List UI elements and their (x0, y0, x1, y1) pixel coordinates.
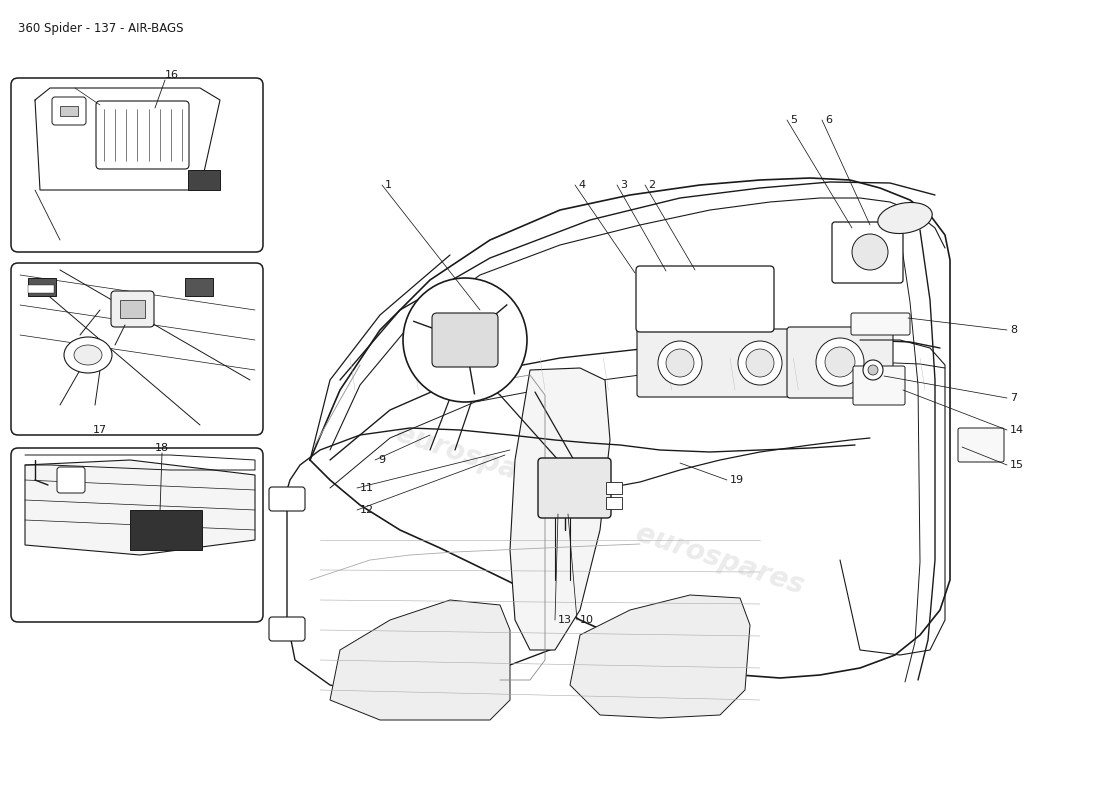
Circle shape (738, 341, 782, 385)
Text: eurospares: eurospares (632, 519, 807, 601)
FancyBboxPatch shape (832, 222, 903, 283)
FancyBboxPatch shape (11, 263, 263, 435)
FancyBboxPatch shape (851, 313, 910, 335)
FancyBboxPatch shape (852, 366, 905, 405)
Text: 9: 9 (378, 455, 385, 465)
Circle shape (868, 365, 878, 375)
Circle shape (658, 341, 702, 385)
FancyBboxPatch shape (606, 497, 621, 509)
Polygon shape (25, 460, 255, 555)
Text: 360 Spider - 137 - AIR-BAGS: 360 Spider - 137 - AIR-BAGS (18, 22, 184, 35)
Circle shape (852, 234, 888, 270)
Text: 7: 7 (1010, 393, 1018, 403)
Circle shape (441, 317, 488, 363)
FancyBboxPatch shape (111, 291, 154, 327)
FancyBboxPatch shape (270, 617, 305, 641)
Bar (130, 510, 202, 550)
Circle shape (553, 468, 578, 492)
Circle shape (825, 347, 855, 377)
Text: 11: 11 (360, 483, 374, 493)
Text: 13: 13 (558, 615, 572, 625)
Text: 1: 1 (385, 180, 392, 190)
Text: 18: 18 (155, 443, 169, 453)
Circle shape (816, 338, 864, 386)
Text: 8: 8 (1010, 325, 1018, 335)
Polygon shape (510, 368, 610, 650)
Circle shape (403, 278, 527, 402)
FancyBboxPatch shape (11, 78, 263, 252)
Text: 12: 12 (360, 505, 374, 515)
Bar (28, 278, 56, 296)
Text: 16: 16 (165, 70, 179, 80)
Polygon shape (570, 595, 750, 718)
Bar (60, 106, 78, 116)
FancyBboxPatch shape (57, 467, 85, 493)
Text: 19: 19 (730, 475, 744, 485)
Ellipse shape (878, 202, 932, 234)
FancyBboxPatch shape (538, 458, 610, 518)
FancyBboxPatch shape (11, 448, 263, 622)
FancyBboxPatch shape (52, 97, 86, 125)
Circle shape (746, 349, 774, 377)
FancyBboxPatch shape (958, 428, 1004, 462)
Text: 17: 17 (92, 425, 107, 435)
FancyBboxPatch shape (786, 327, 893, 398)
Polygon shape (330, 600, 510, 720)
Ellipse shape (64, 337, 112, 373)
Bar (28, 285, 54, 293)
Text: 3: 3 (620, 180, 627, 190)
Bar (120, 300, 145, 318)
Text: 14: 14 (1010, 425, 1024, 435)
Text: eurospares: eurospares (42, 470, 218, 550)
FancyBboxPatch shape (636, 266, 774, 332)
Text: 6: 6 (825, 115, 832, 125)
Text: 15: 15 (1010, 460, 1024, 470)
Ellipse shape (74, 345, 102, 365)
Text: 2: 2 (648, 180, 656, 190)
Text: 10: 10 (580, 615, 594, 625)
Bar (188, 170, 220, 190)
FancyBboxPatch shape (270, 487, 305, 511)
Text: eurospares: eurospares (42, 339, 218, 421)
Text: 4: 4 (578, 180, 585, 190)
FancyBboxPatch shape (96, 101, 189, 169)
FancyBboxPatch shape (606, 482, 621, 494)
Bar (185, 278, 213, 296)
FancyBboxPatch shape (637, 329, 808, 397)
FancyBboxPatch shape (432, 313, 498, 367)
Text: eurospares: eurospares (393, 419, 568, 501)
Text: 5: 5 (790, 115, 798, 125)
Circle shape (666, 349, 694, 377)
Circle shape (864, 360, 883, 380)
